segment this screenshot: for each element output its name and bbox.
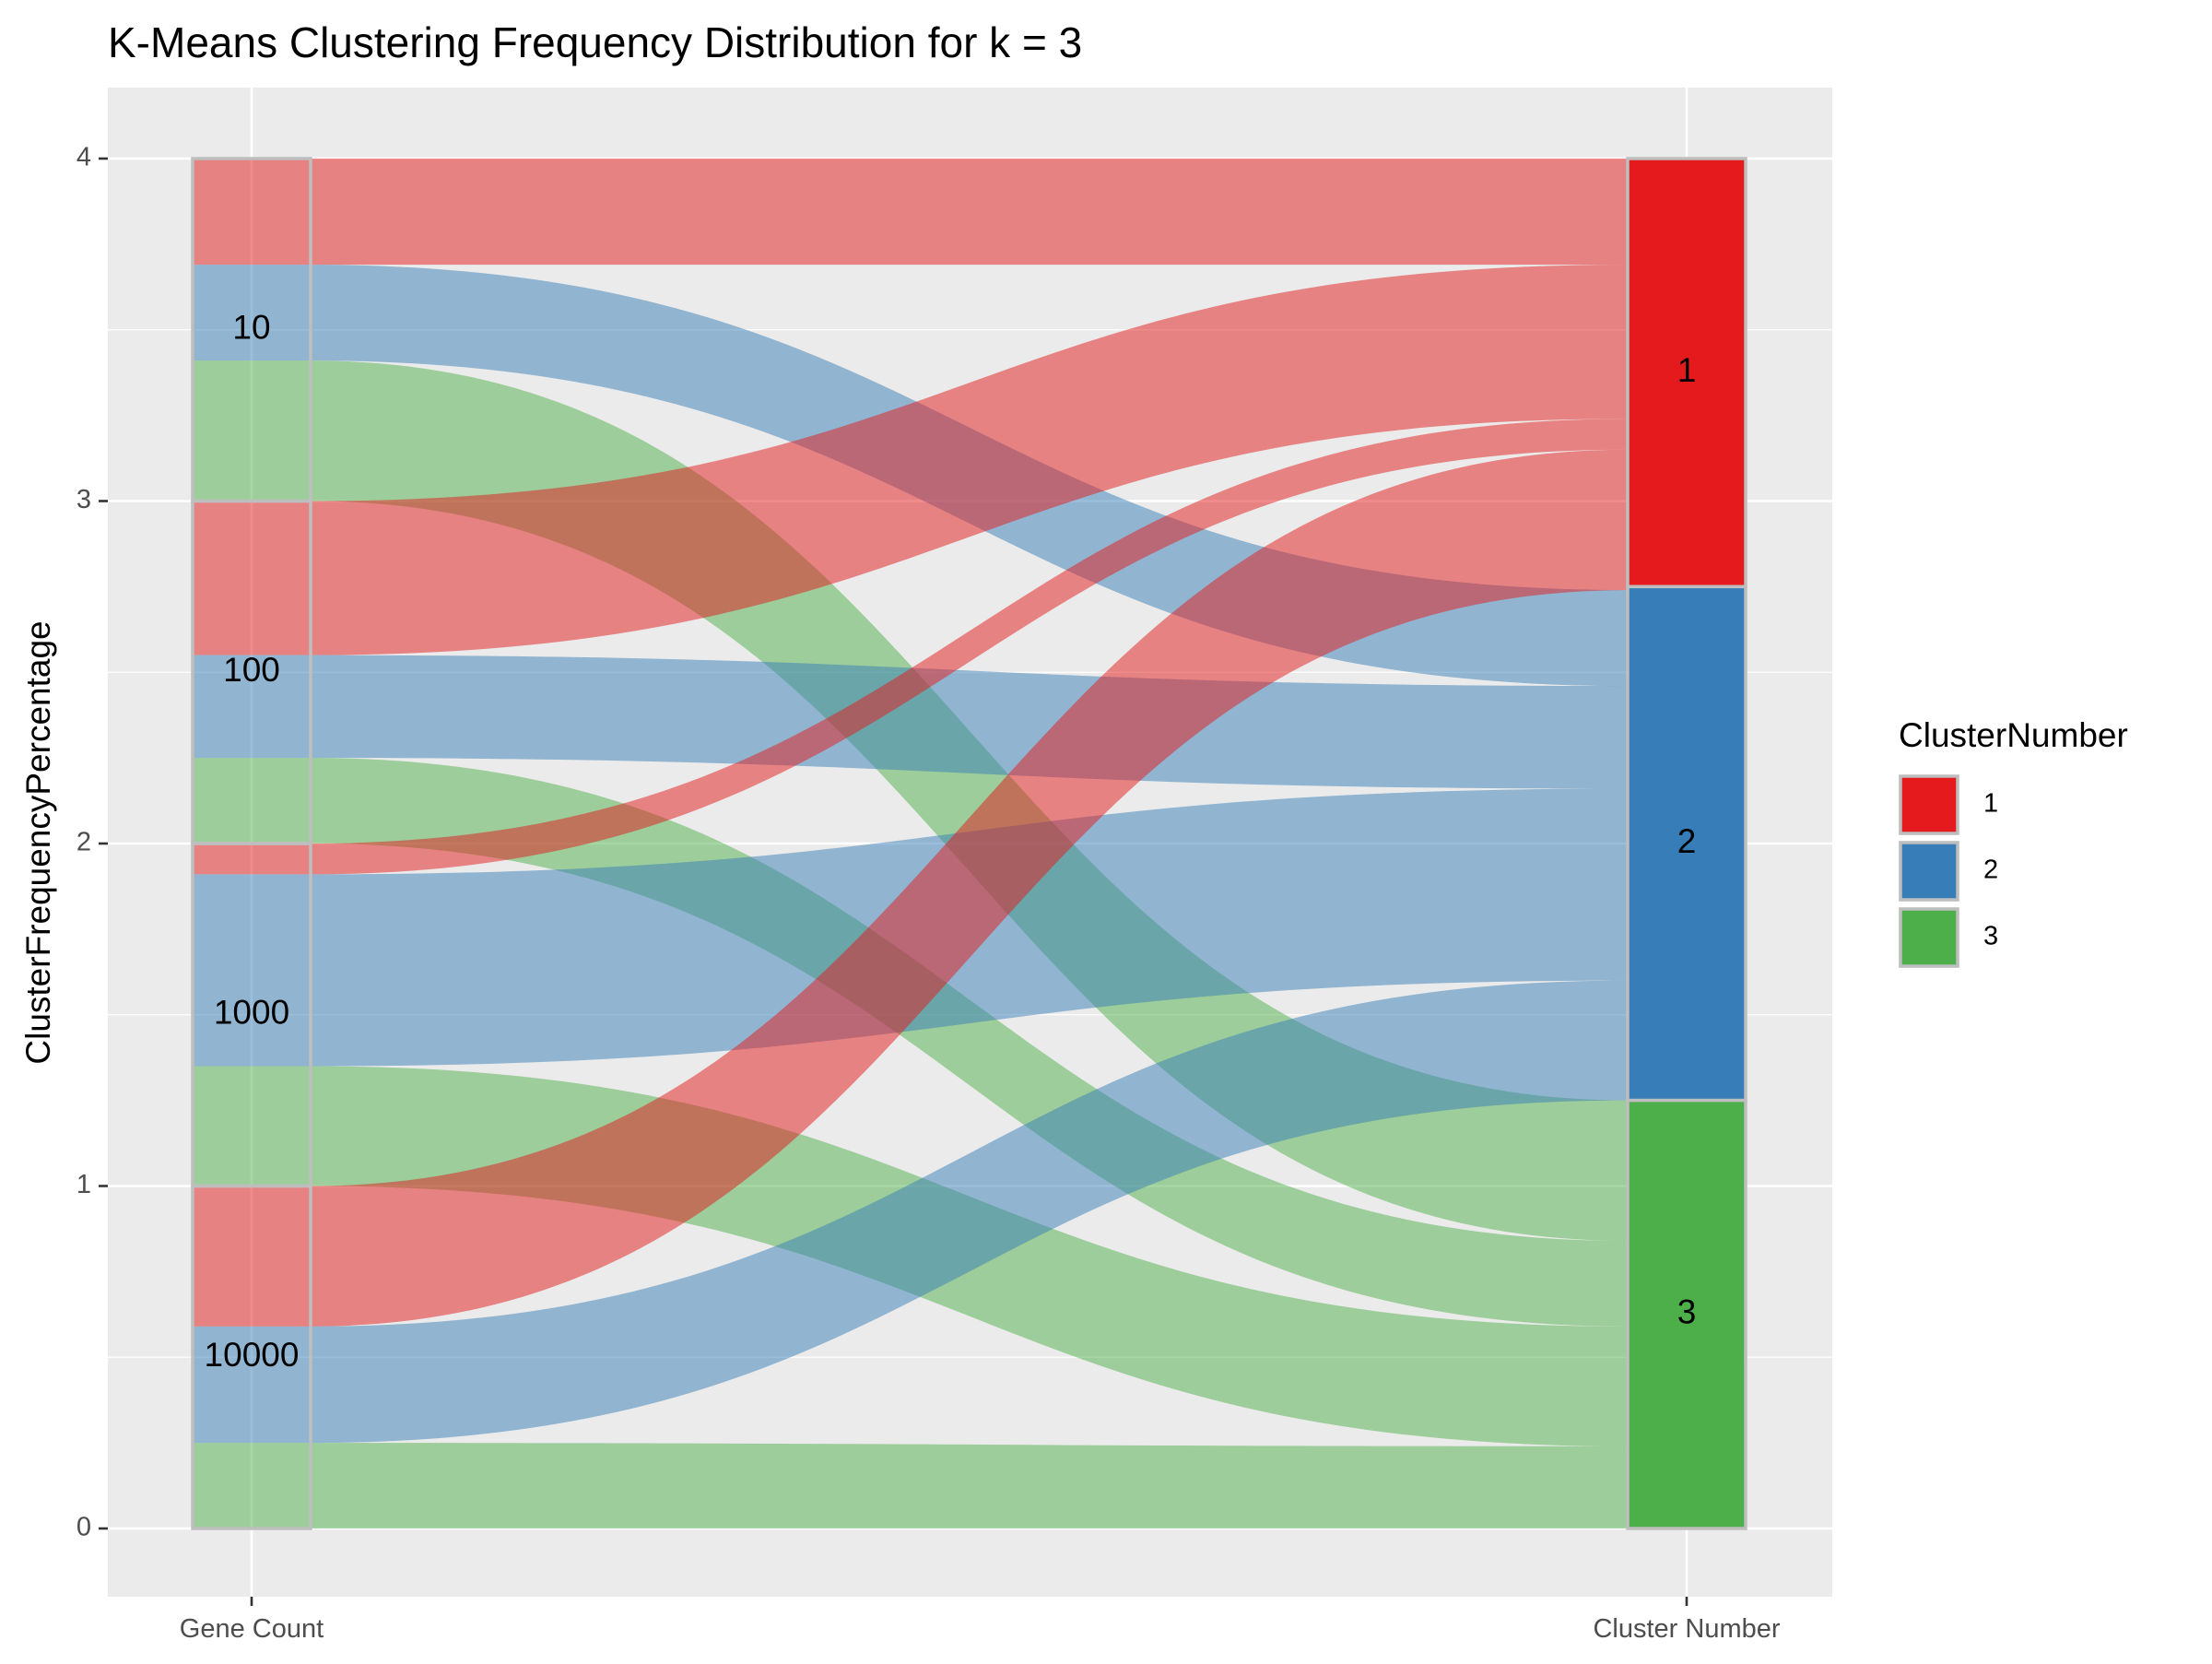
stratum-label: 100 xyxy=(223,651,280,689)
x-tick-label: Gene Count xyxy=(180,1614,324,1644)
y-tick-label: 1 xyxy=(76,1170,91,1199)
legend-swatch xyxy=(1899,774,1959,835)
left-strata: 10 100 1000 10000 xyxy=(191,157,312,1530)
legend: ClusterNumber 1 2 3 xyxy=(1899,716,2128,968)
stratum-box xyxy=(1626,1098,1747,1530)
legend-title: ClusterNumber xyxy=(1899,716,2128,754)
legend-swatch xyxy=(1899,907,1959,968)
stratum-label: 10000 xyxy=(205,1336,300,1374)
flow-ribbon xyxy=(193,360,1746,1241)
legend-label: 3 xyxy=(1983,922,1998,951)
legend-label: 1 xyxy=(1983,789,1998,819)
stratum-label: 3 xyxy=(1677,1293,1697,1331)
y-tick-label: 4 xyxy=(76,143,91,172)
flow-ribbon xyxy=(193,1443,1746,1528)
flow-ribbon xyxy=(193,265,1746,655)
flow-ribbon xyxy=(193,655,1746,789)
stratum-label: 10 xyxy=(232,309,270,347)
y-tick-label: 2 xyxy=(76,828,91,857)
stratum-box xyxy=(191,1184,312,1530)
x-axis: Gene Count Cluster Number xyxy=(180,1597,1781,1644)
legend-swatch xyxy=(1899,841,1959,902)
y-axis-title: ClusterFrequencyPercentage xyxy=(19,620,57,1064)
flow-ribbon xyxy=(193,159,1746,266)
chart-title: K-Means Clustering Frequency Distributio… xyxy=(108,18,1082,66)
x-tick-label: Cluster Number xyxy=(1593,1614,1780,1644)
flow-ribbon xyxy=(193,419,1746,875)
flows xyxy=(193,159,1746,1528)
flow-ribbon xyxy=(193,980,1746,1444)
stratum-label: 1 xyxy=(1677,351,1697,389)
flow-ribbon xyxy=(193,758,1746,1327)
stratum-label: 2 xyxy=(1677,822,1697,860)
y-tick-label: 0 xyxy=(76,1513,91,1542)
y-tick-label: 3 xyxy=(76,485,91,514)
right-strata: 1 2 3 xyxy=(1626,157,1747,1530)
legend-label: 2 xyxy=(1983,856,1998,885)
stratum-box xyxy=(1626,584,1747,1103)
stratum-label: 1000 xyxy=(214,994,289,1032)
flow-ribbon xyxy=(193,449,1746,1327)
y-axis: 0 1 2 3 4 xyxy=(76,143,108,1542)
